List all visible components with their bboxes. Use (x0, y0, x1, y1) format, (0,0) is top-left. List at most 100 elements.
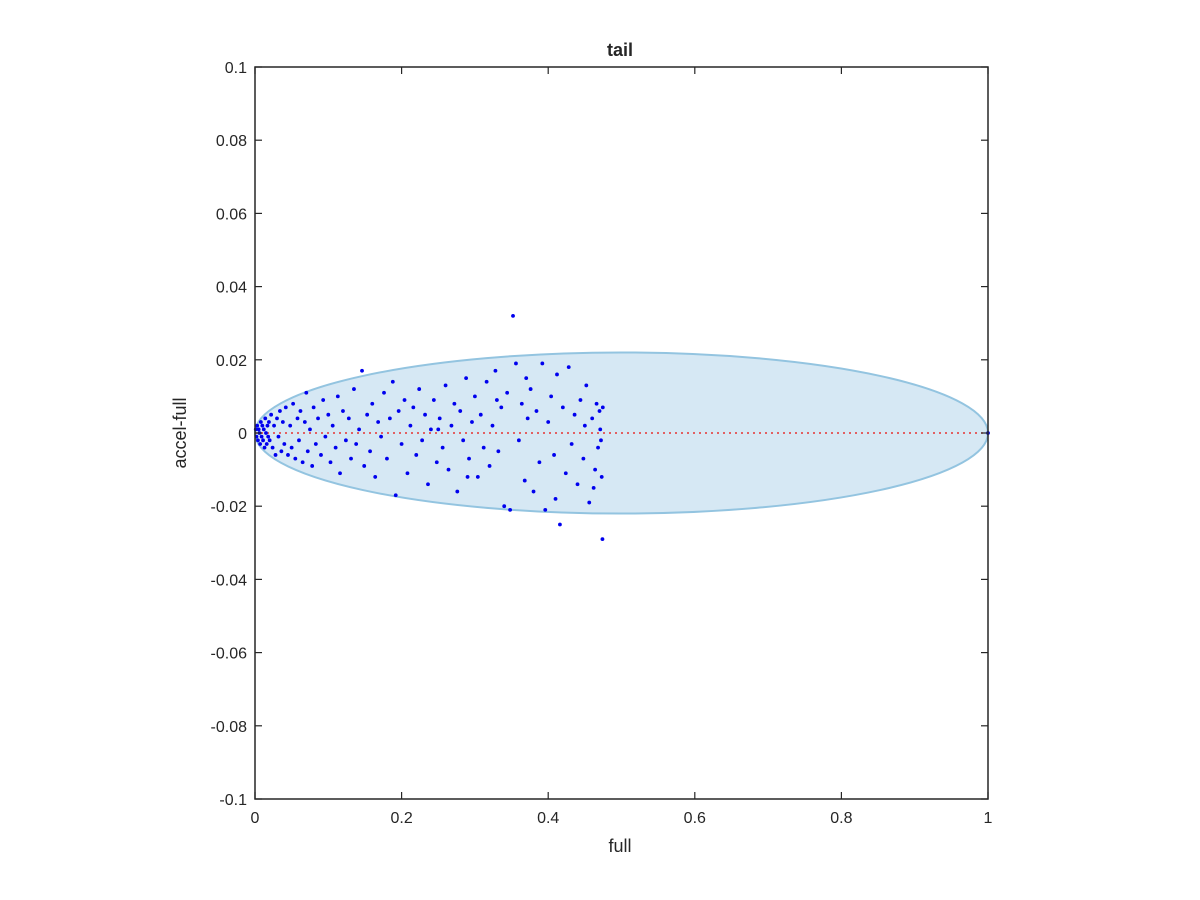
data-point (326, 412, 331, 417)
data-point (578, 398, 583, 402)
data-point (549, 394, 554, 399)
data-point (349, 456, 353, 461)
data-point (330, 423, 335, 428)
data-point (417, 387, 422, 391)
y-tick-label: 0.06 (216, 206, 247, 223)
data-point (258, 420, 263, 424)
y-tick-label: 0.1 (225, 60, 247, 77)
data-point (259, 434, 264, 439)
data-point (335, 394, 340, 399)
data-point (321, 398, 326, 402)
data-point (414, 453, 419, 457)
data-point (449, 423, 454, 428)
data-point (269, 412, 274, 417)
data-point (376, 420, 381, 424)
data-point (411, 405, 416, 410)
data-point (368, 449, 372, 454)
data-point (297, 438, 301, 443)
data-point (408, 423, 413, 428)
data-point (328, 460, 333, 465)
data-point (455, 489, 460, 494)
data-point (426, 482, 430, 487)
data-point (282, 442, 287, 446)
data-point (581, 456, 586, 461)
data-point (534, 409, 539, 413)
y-axis-label: accel-full (170, 397, 190, 468)
data-point (390, 379, 395, 384)
data-point (514, 361, 518, 366)
data-point (319, 453, 323, 457)
x-tick-label: 0.8 (830, 810, 852, 827)
data-point (475, 475, 480, 479)
data-point (555, 372, 559, 377)
data-point (519, 401, 524, 406)
data-point (275, 416, 279, 421)
data-point (265, 423, 270, 428)
data-point (591, 486, 596, 490)
data-point (598, 427, 603, 432)
data-point (458, 409, 463, 413)
data-point (443, 383, 448, 388)
data-point (590, 416, 595, 421)
y-tick-label: -0.04 (211, 572, 248, 589)
data-point (258, 442, 263, 446)
data-point (594, 401, 599, 406)
data-point (493, 368, 498, 373)
data-point (599, 438, 603, 443)
data-point (276, 434, 281, 439)
data-point (558, 522, 562, 527)
data-point (266, 434, 271, 439)
data-point (362, 464, 367, 468)
plot-area (253, 313, 990, 542)
data-point (267, 420, 271, 424)
data-point (379, 434, 383, 439)
data-point (552, 453, 556, 457)
data-point (278, 409, 282, 413)
y-tick-label: -0.02 (211, 499, 248, 516)
data-point (531, 489, 536, 494)
data-point (289, 445, 294, 450)
data-point (452, 401, 457, 406)
data-point (382, 390, 386, 395)
data-point (470, 420, 474, 424)
data-point (505, 390, 510, 395)
data-point (260, 423, 265, 428)
axis-ticks: 0 0.2 0.4 0.6 0.8 1 -0.1 -0.08 -0.06 -0.04 -0.02 0 0… (211, 60, 993, 827)
data-point (305, 449, 310, 454)
data-point (553, 496, 558, 501)
data-point (461, 438, 466, 443)
data-point (261, 438, 265, 443)
data-point (272, 423, 276, 428)
data-point (464, 376, 469, 380)
data-point (429, 427, 433, 432)
data-point (264, 442, 269, 446)
data-point (313, 442, 318, 446)
data-point (582, 423, 587, 428)
data-point (434, 460, 439, 465)
data-point (262, 445, 267, 450)
data-point (280, 420, 285, 424)
data-point (572, 412, 577, 417)
data-point (300, 460, 305, 465)
x-axis-label: full (608, 836, 631, 856)
data-point (494, 398, 499, 402)
data-point (293, 456, 298, 461)
data-point (511, 313, 515, 318)
data-point (446, 467, 451, 472)
data-point (341, 409, 345, 413)
data-point (402, 398, 407, 402)
data-point (436, 427, 441, 432)
x-tick-label: 0.2 (390, 810, 412, 827)
y-tick-label: -0.08 (211, 719, 248, 736)
data-point (499, 405, 504, 410)
data-point (587, 500, 592, 505)
data-point (525, 416, 530, 421)
data-point (310, 464, 315, 468)
data-point (496, 449, 501, 454)
data-point (365, 412, 370, 417)
data-point (291, 401, 296, 406)
x-tick-label: 0.6 (684, 810, 706, 827)
data-point (298, 409, 303, 413)
data-point (333, 445, 338, 450)
